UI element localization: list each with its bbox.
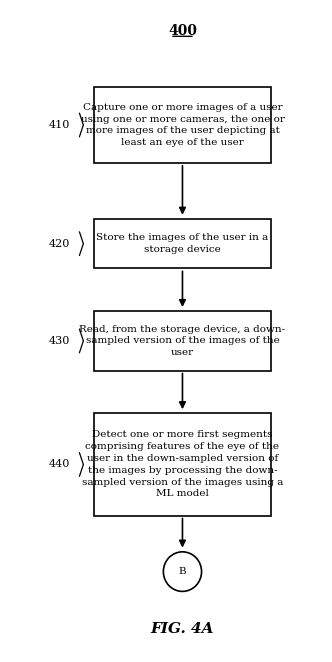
- FancyBboxPatch shape: [94, 219, 271, 268]
- Text: Detect one or more first segments
comprising features of the eye of the
user in : Detect one or more first segments compri…: [82, 430, 283, 498]
- Text: Capture one or more images of a user
using one or more cameras, the one or
more : Capture one or more images of a user usi…: [81, 103, 285, 147]
- Text: 420: 420: [48, 239, 70, 249]
- Text: Read, from the storage device, a down-
sampled version of the images of the
user: Read, from the storage device, a down- s…: [79, 324, 286, 357]
- Text: FIG. 4A: FIG. 4A: [151, 622, 214, 636]
- FancyBboxPatch shape: [94, 413, 271, 516]
- Text: Store the images of the user in a
storage device: Store the images of the user in a storag…: [96, 233, 269, 254]
- Text: B: B: [179, 567, 186, 576]
- Text: 440: 440: [48, 459, 70, 469]
- FancyBboxPatch shape: [94, 87, 271, 163]
- Text: 430: 430: [48, 336, 70, 346]
- FancyBboxPatch shape: [94, 311, 271, 371]
- Text: 400: 400: [168, 24, 197, 38]
- Text: 410: 410: [48, 120, 70, 130]
- Ellipse shape: [163, 552, 202, 591]
